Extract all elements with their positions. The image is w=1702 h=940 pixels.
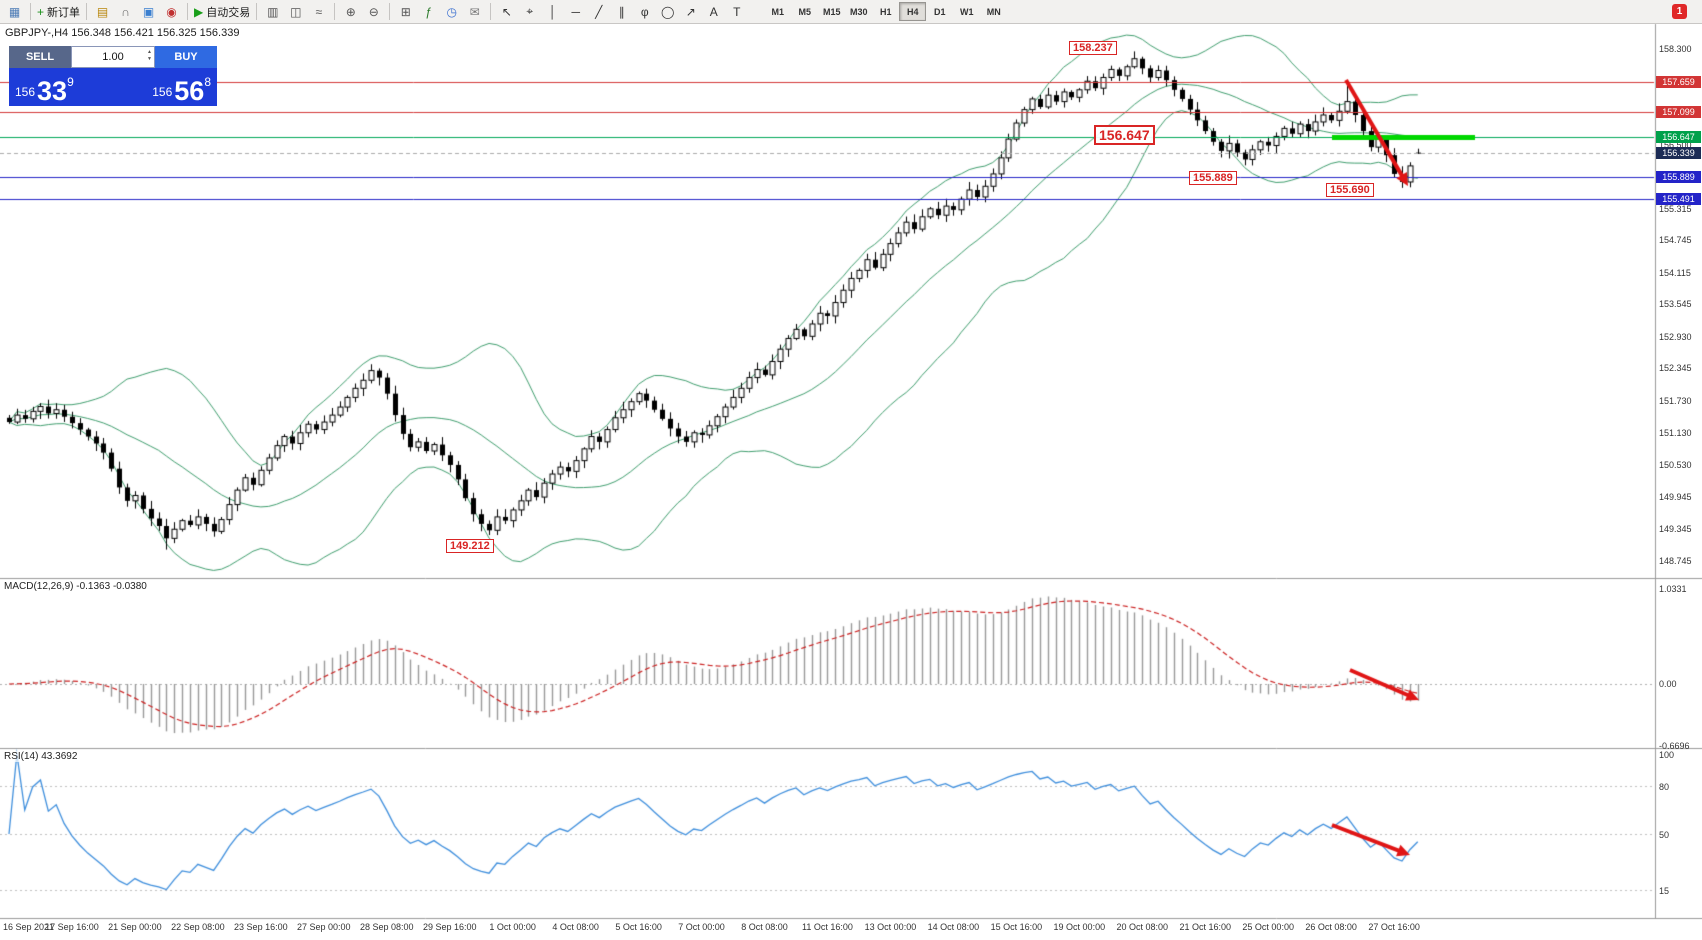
arrows-tool-icon: ↗ — [685, 4, 696, 19]
text-label-button[interactable]: T — [725, 2, 748, 22]
shapes-button[interactable]: ◯ — [656, 2, 679, 22]
crosshair-icon: ⌖ — [526, 4, 534, 18]
arrows-tool-button[interactable]: ↗ — [679, 2, 702, 22]
line-chart-button[interactable]: ≈ — [307, 2, 330, 22]
bar-chart-button[interactable]: ▥ — [261, 2, 284, 22]
buy-price[interactable]: 156 56 8 — [113, 68, 217, 106]
new-order-label: 新订单 — [47, 6, 81, 19]
text-tool-icon: A — [709, 4, 718, 19]
crosshair-button[interactable]: ⌖ — [518, 2, 541, 22]
one-click-trading-panel: SELL 1.00 ▲ ▼ BUY 156 33 9 156 56 8 — [9, 46, 217, 106]
candlestick-chart-icon: ◫ — [290, 4, 302, 19]
toolbar-separator — [334, 3, 336, 20]
equidistant-channel-icon: ∥ — [618, 4, 625, 19]
timeframe-w1-button[interactable]: W1 — [960, 6, 974, 17]
notification-badge[interactable]: 1 — [1672, 4, 1687, 19]
timeframe-d1-button[interactable]: D1 — [933, 6, 946, 17]
toolbar-separator — [30, 3, 31, 20]
text-label-icon: T — [733, 4, 741, 19]
timeframe-mn-button[interactable]: MN — [986, 6, 1001, 17]
macd-header: MACD(12,26,9) -0.1363 -0.0380 — [4, 581, 147, 592]
buy-price-sup: 8 — [204, 75, 211, 89]
rsi-header: RSI(14) 43.3692 — [4, 751, 78, 762]
horizontal-line-icon: ─ — [571, 4, 580, 19]
shapes-icon: ◯ — [661, 4, 675, 19]
zoom-in-button[interactable]: ⊕ — [339, 2, 362, 22]
cursor-button[interactable]: ↖ — [495, 2, 518, 22]
equidistant-channel-button[interactable]: ∥ — [610, 2, 633, 22]
toolbar-separator — [256, 3, 258, 20]
tile-windows-button[interactable]: ⊞ — [394, 2, 417, 22]
fibonacci-icon: φ — [640, 4, 649, 19]
news-icon: ◉ — [166, 4, 177, 19]
timeframe-h4-button[interactable]: H4 — [899, 2, 927, 21]
fibonacci-button[interactable]: φ — [633, 2, 656, 22]
toolbar-separator — [187, 3, 189, 20]
tile-windows-icon: ⊞ — [400, 4, 411, 19]
one-click-controls: SELL 1.00 ▲ ▼ BUY — [9, 46, 217, 68]
volume-value: 1.00 — [102, 51, 124, 63]
zoom-out-button[interactable]: ⊖ — [362, 2, 385, 22]
sell-price[interactable]: 156 33 9 — [9, 68, 113, 106]
candlestick-chart-button[interactable]: ◫ — [284, 2, 307, 22]
chat-button[interactable]: ▣ — [137, 2, 160, 22]
timeframe-m15-button[interactable]: M15 — [822, 6, 841, 17]
vertical-line-icon: │ — [549, 4, 557, 19]
toolbar-separator — [86, 3, 88, 20]
news-button[interactable]: ◉ — [160, 2, 183, 22]
market-depth-button[interactable]: ▤ — [91, 2, 114, 22]
stepper-up-icon[interactable]: ▲ — [147, 49, 152, 55]
sell-price-prefix: 156 — [15, 85, 36, 99]
indicators-list-icon: ƒ — [425, 4, 433, 19]
sell-price-big: 33 — [37, 76, 68, 107]
autotrading-icon: ▶ — [194, 4, 204, 19]
charts-grid-button[interactable]: ▦ — [3, 2, 26, 22]
trendline-icon: ╱ — [595, 4, 603, 19]
indicators-list-button[interactable]: ƒ — [417, 2, 440, 22]
new-order-icon: + — [37, 4, 45, 19]
timeframe-m1-button[interactable]: M1 — [771, 6, 784, 17]
timeframe-m30-button[interactable]: M30 — [849, 6, 868, 17]
templates-icon: ✉ — [469, 4, 480, 19]
toolbar: ▦ + 新订单 ▤ ∩ ▣ ◉ ▶ 自动交易 ▥ ◫ ≈ ⊕ ⊖ ⊞ ƒ ◷ ✉ ↖ ⌖ │ ─ ╱ ∥ φ ◯ ↗ A T M1 M5 M… — [0, 0, 1702, 24]
new-order-button[interactable]: + 新订单 — [35, 2, 82, 22]
headset-icon: ∩ — [121, 4, 130, 19]
line-chart-icon: ≈ — [315, 4, 323, 19]
market-depth-icon: ▤ — [96, 4, 109, 19]
one-click-prices: 156 33 9 156 56 8 — [9, 68, 217, 106]
volume-stepper[interactable]: ▲ ▼ — [147, 49, 152, 63]
trendline-button[interactable]: ╱ — [587, 2, 610, 22]
stepper-down-icon[interactable]: ▼ — [147, 56, 152, 62]
buy-price-big: 56 — [174, 76, 205, 107]
chat-icon: ▣ — [142, 4, 155, 19]
headset-button[interactable]: ∩ — [114, 2, 137, 22]
toolbar-separator — [389, 3, 391, 20]
text-tool-button[interactable]: A — [702, 2, 725, 22]
toolbar-button-groups: ▦ + 新订单 ▤ ∩ ▣ ◉ ▶ 自动交易 ▥ ◫ ≈ ⊕ ⊖ ⊞ ƒ ◷ ✉ ↖ ⌖ │ ─ ╱ ∥ φ ◯ ↗ A T — [3, 0, 748, 23]
period-settings-icon: ◷ — [446, 4, 457, 19]
autotrading-label: 自动交易 — [206, 6, 251, 19]
bar-chart-icon: ▥ — [267, 4, 279, 19]
templates-button[interactable]: ✉ — [463, 2, 486, 22]
symbol-ohlc-header: GBPJPY-,H4 156.348 156.421 156.325 156.3… — [5, 27, 240, 39]
period-settings-button[interactable]: ◷ — [440, 2, 463, 22]
autotrading-button[interactable]: ▶ 自动交易 — [192, 2, 252, 22]
zoom-out-icon: ⊖ — [368, 4, 379, 19]
vertical-line-button[interactable]: │ — [541, 2, 564, 22]
sell-button[interactable]: SELL — [9, 46, 71, 68]
cursor-icon: ↖ — [501, 4, 512, 19]
buy-button[interactable]: BUY — [155, 46, 217, 68]
sell-price-sup: 9 — [67, 75, 74, 89]
timeframe-m5-button[interactable]: M5 — [798, 6, 811, 17]
charts-grid-icon: ▦ — [8, 4, 21, 19]
zoom-in-icon: ⊕ — [345, 4, 356, 19]
timeframe-switcher: M1 M5 M15 M30 H1 H4 D1 W1 MN — [764, 2, 1007, 21]
horizontal-line-button[interactable]: ─ — [564, 2, 587, 22]
toolbar-separator — [490, 3, 492, 20]
volume-input[interactable]: 1.00 ▲ ▼ — [71, 46, 155, 68]
timeframe-h1-button[interactable]: H1 — [879, 6, 892, 17]
buy-price-prefix: 156 — [152, 85, 173, 99]
